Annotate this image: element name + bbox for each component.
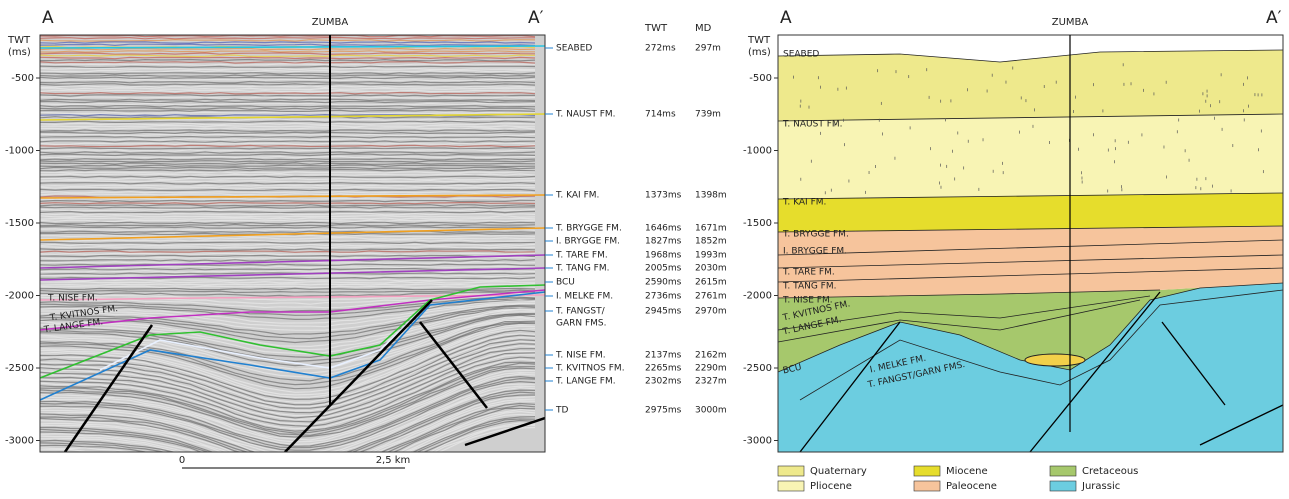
horizon-label: T. TANG FM.: [782, 282, 836, 292]
twt-value: 1968ms: [645, 251, 682, 261]
legend-swatch: [778, 466, 804, 476]
well-name: ZUMBA: [1052, 17, 1089, 28]
legend-label: Cretaceous: [1082, 466, 1138, 477]
legend-swatch: [914, 481, 940, 491]
layer: [778, 114, 1283, 199]
horizon-label: SEABED: [783, 50, 819, 60]
horizon-name: T. NAUST FM.: [555, 110, 616, 120]
axis-title: TWT: [747, 35, 771, 46]
layer: [778, 50, 1283, 121]
y-tick-label: -2500: [743, 363, 772, 374]
horizon-label: T. KAI FM.: [782, 198, 826, 208]
legend-label: Miocene: [946, 466, 988, 477]
y-tick-label: -500: [749, 73, 772, 84]
well-name: ZUMBA: [312, 17, 349, 28]
horizon-name: T. KVITNOS FM.: [555, 364, 625, 374]
twt-value: 2005ms: [645, 264, 682, 274]
axis-title: TWT: [7, 35, 31, 46]
section-end: A′: [1266, 8, 1282, 28]
twt-value: 1373ms: [645, 191, 682, 201]
horizon-name: T. NISE FM.: [555, 351, 606, 361]
md-value: 1398m: [695, 191, 727, 201]
md-value: 739m: [695, 110, 721, 120]
legend-swatch: [914, 466, 940, 476]
horizon-name: T. TARE FM.: [555, 251, 608, 261]
twt-value: 2302ms: [645, 377, 682, 387]
md-value: 1852m: [695, 237, 727, 247]
legend-label: Pliocene: [810, 481, 852, 492]
horizon-name: T. KAI FM.: [555, 191, 599, 201]
twt-value: 2265ms: [645, 364, 682, 374]
horizon-label: T. TARE FM.: [782, 268, 835, 278]
twt-value: 2137ms: [645, 351, 682, 361]
y-tick-label: -1500: [5, 218, 34, 229]
horizon-name: TD: [555, 406, 568, 416]
twt-value: 2975ms: [645, 406, 682, 416]
horizon-name: I. MELKE FM.: [556, 292, 613, 302]
horizon-label: I. BRYGGE FM.: [783, 247, 847, 257]
horizon-name: BCU: [556, 278, 575, 288]
y-tick-label: -3000: [743, 436, 772, 447]
horizon-name: T. BRYGGE FM.: [555, 224, 622, 234]
table-header: TWT: [644, 23, 668, 34]
seismic-reflector: [40, 35, 535, 36]
legend-label: Quaternary: [810, 466, 867, 477]
y-tick-label: -1500: [743, 218, 772, 229]
legend-swatch: [1050, 481, 1076, 491]
sand-body: [1025, 354, 1085, 366]
md-value: 1671m: [695, 224, 727, 234]
y-tick-label: -1000: [743, 146, 772, 157]
twt-value: 272ms: [645, 44, 676, 54]
md-value: 297m: [695, 44, 721, 54]
md-value: 2162m: [695, 351, 727, 361]
md-value: 2290m: [695, 364, 727, 374]
interpretation-section: [778, 50, 1283, 452]
md-value: 2761m: [695, 292, 727, 302]
y-tick-label: -1000: [5, 146, 34, 157]
horizon-name: SEABED: [556, 44, 592, 54]
y-tick-label: -3000: [5, 436, 34, 447]
legend-label: Paleocene: [946, 481, 997, 492]
scale-start: 0: [179, 455, 185, 466]
md-value: 3000m: [695, 406, 727, 416]
md-value: 2615m: [695, 278, 727, 288]
section-start: A: [42, 8, 54, 28]
y-tick-label: -2000: [743, 291, 772, 302]
y-tick-label: -2000: [5, 291, 34, 302]
md-value: 1993m: [695, 251, 727, 261]
twt-value: 1646ms: [645, 224, 682, 234]
horizon-name: I. BRYGGE FM.: [556, 237, 620, 247]
legend-swatch: [1050, 466, 1076, 476]
horizon-name: T. LANGE FM.: [555, 377, 616, 387]
figure: A A′ ZUMBA TWT (ms) A A′ ZUMBA TWT (ms) …: [0, 0, 1289, 499]
twt-value: 2945ms: [645, 307, 682, 317]
table-header: MD: [695, 23, 712, 34]
section-end: A′: [528, 8, 544, 28]
md-value: 2327m: [695, 377, 727, 387]
md-value: 2030m: [695, 264, 727, 274]
legend-swatch: [778, 481, 804, 491]
y-tick-label: -500: [11, 73, 34, 84]
section-start: A: [780, 8, 792, 28]
twt-value: 2590ms: [645, 278, 682, 288]
layer: [778, 193, 1283, 232]
horizon-label: T. NAUST FM.: [782, 120, 843, 130]
axis-title: (ms): [8, 47, 31, 58]
legend-label: Jurassic: [1081, 481, 1120, 492]
axis-title: (ms): [748, 47, 771, 58]
twt-value: 1827ms: [645, 237, 682, 247]
twt-value: 2736ms: [645, 292, 682, 302]
horizon-label: T. BRYGGE FM.: [782, 230, 849, 240]
scale-end: 2,5 km: [376, 455, 411, 466]
legend: Quaternary Pliocene Miocene Paleocene Cretac…: [778, 466, 1138, 492]
twt-value: 714ms: [645, 110, 676, 120]
md-value: 2970m: [695, 307, 727, 317]
horizon-name: GARN FMS.: [556, 319, 607, 329]
horizon-label: T. NISE FM.: [47, 294, 98, 304]
horizon-name: T. FANGST/: [555, 307, 606, 317]
horizon-name: T. TANG FM.: [555, 264, 609, 274]
y-tick-label: -2500: [5, 363, 34, 374]
